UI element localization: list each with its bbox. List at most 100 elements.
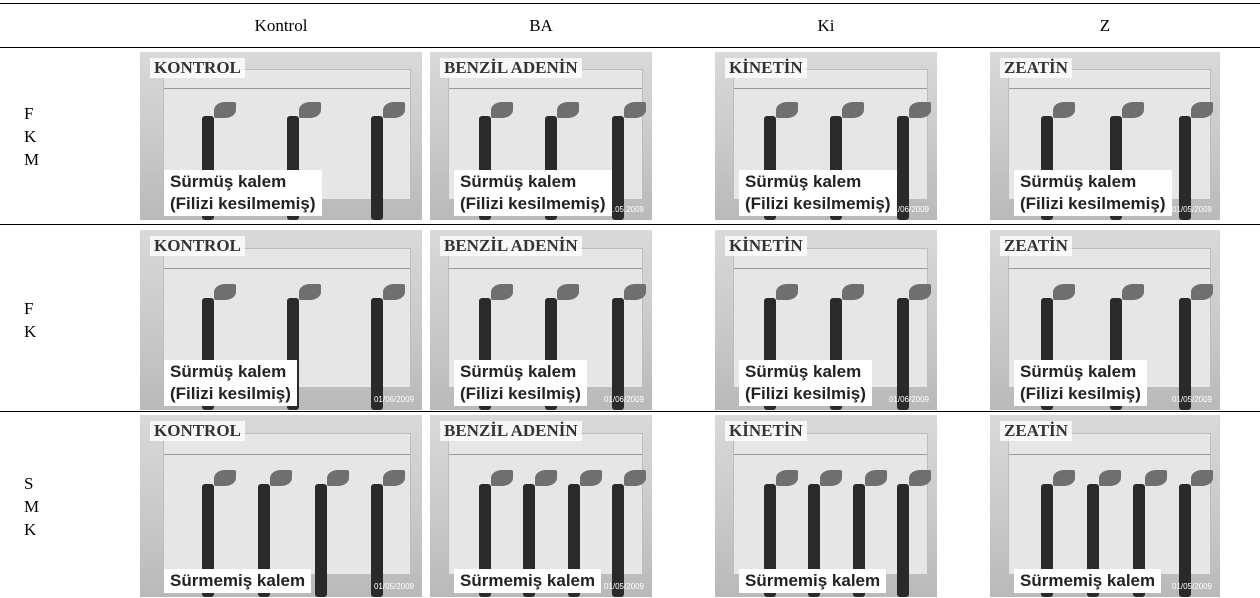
- leaf: [1098, 469, 1121, 486]
- caption-line: Sürmemiş kalem: [745, 571, 881, 590]
- photo-caption: Sürmüş kalem (Filizi kesilmiş): [1014, 360, 1147, 406]
- photo: ZEATİN Sürmemiş kalem 01/05/2009: [990, 415, 1220, 597]
- leaf: [383, 469, 406, 486]
- cutting: [314, 484, 327, 597]
- photo-date: 01/05/2009: [1171, 582, 1212, 591]
- caption-line: (Filizi kesilmemiş): [460, 194, 606, 213]
- row-label-line: F: [24, 299, 34, 318]
- caption-line: (Filizi kesilmemiş): [170, 194, 316, 213]
- cutting: [523, 484, 536, 597]
- leaf: [909, 284, 932, 300]
- cutting: [1178, 115, 1191, 220]
- leaf: [535, 469, 558, 486]
- photo-caption: Sürmemiş kalem: [454, 569, 602, 593]
- leaf: [579, 469, 602, 486]
- leaf: [383, 102, 406, 119]
- row-label-line: F: [24, 103, 34, 123]
- caption-line: Sürmüş kalem: [460, 172, 577, 191]
- caption-line: (Filizi kesilmiş): [745, 384, 866, 403]
- leaf: [557, 284, 580, 300]
- cutting: [612, 115, 625, 220]
- leaf: [557, 102, 580, 119]
- row-rule: [0, 411, 1260, 412]
- leaf: [1121, 284, 1144, 300]
- caption-line: Sürmemiş kalem: [1020, 571, 1156, 590]
- cutting: [1132, 484, 1145, 597]
- photo-caption: Sürmüş kalem (Filizi kesilmiş): [454, 360, 587, 406]
- photo: KONTROL Sürmüş kalem (Filizi kesilmiş) 01/0…: [140, 230, 422, 410]
- caption-line: Sürmüş kalem: [460, 362, 577, 381]
- caption-line: (Filizi kesilmemiş): [745, 194, 891, 213]
- column-header: Kontrol: [254, 16, 308, 35]
- photo: BENZİL ADENİN Sürmemiş kalem 01/05/2009: [430, 415, 652, 597]
- cutting: [897, 484, 910, 597]
- photo-sign: ZEATİN: [1000, 421, 1072, 441]
- leaf: [490, 469, 513, 486]
- photo-sign: BENZİL ADENİN: [440, 236, 582, 256]
- leaf: [214, 102, 237, 119]
- leaf: [214, 284, 237, 300]
- photo-date: 31.05.2009: [603, 205, 644, 214]
- row-rule: [0, 224, 1260, 225]
- cutting: [1178, 298, 1191, 410]
- caption-line: Sürmüş kalem: [170, 172, 287, 191]
- caption-line: Sürmüş kalem: [170, 362, 287, 381]
- cutting: [612, 484, 625, 597]
- leaf: [864, 469, 887, 486]
- leaf: [842, 102, 865, 119]
- cutting: [852, 484, 865, 597]
- column-header: Z: [1099, 16, 1111, 35]
- photo: BENZİL ADENİN Sürmüş kalem (Filizi kesilme…: [430, 52, 652, 220]
- photo-date: 01/06/2009: [888, 395, 929, 404]
- cutting: [763, 484, 776, 597]
- photo-caption: Sürmüş kalem (Filizi kesilmiş): [164, 360, 297, 406]
- photo-date: 01/06/2009: [373, 395, 414, 404]
- cutting: [808, 484, 821, 597]
- column-header: BA: [529, 16, 553, 35]
- photo-sign: ZEATİN: [1000, 236, 1072, 256]
- photo-caption: Sürmemiş kalem: [164, 569, 312, 593]
- caption-line: (Filizi kesilmiş): [460, 384, 581, 403]
- leaf: [1190, 469, 1213, 486]
- cutting: [567, 484, 580, 597]
- photo: BENZİL ADENİN Sürmüş kalem (Filizi kesilmi…: [430, 230, 652, 410]
- row-label-line: M: [24, 496, 40, 516]
- header-rule: [0, 47, 1260, 48]
- caption-line: Sürmüş kalem: [745, 172, 862, 191]
- leaf: [909, 102, 932, 119]
- leaf: [490, 284, 513, 300]
- caption-line: Sürmüş kalem: [745, 362, 862, 381]
- row-label-line: K: [24, 519, 37, 539]
- leaf: [270, 469, 293, 486]
- leaf: [298, 284, 321, 300]
- cutting: [371, 115, 384, 220]
- photo-caption: Sürmüş kalem (Filizi kesilmemiş): [454, 170, 612, 216]
- cutting: [371, 484, 384, 597]
- photo-date: 01/05/2009: [603, 582, 644, 591]
- photo-sign: BENZİL ADENİN: [440, 58, 582, 78]
- photo-sign: ZEATİN: [1000, 58, 1072, 78]
- leaf: [1190, 284, 1213, 300]
- leaf: [775, 469, 798, 486]
- cutting: [612, 298, 625, 410]
- caption-line: (Filizi kesilmemiş): [1020, 194, 1166, 213]
- photo-caption: Sürmemiş kalem: [1014, 569, 1162, 593]
- photo-caption: Sürmüş kalem (Filizi kesilmiş): [739, 360, 872, 406]
- row-label-line: M: [24, 149, 40, 169]
- photo-sign: KİNETİN: [725, 421, 807, 441]
- photo-date: 01/05/2009: [1171, 395, 1212, 404]
- photo: ZEATİN Sürmüş kalem (Filizi kesilmiş) 01/05…: [990, 230, 1220, 410]
- leaf: [298, 102, 321, 119]
- leaf: [775, 102, 798, 119]
- leaf: [1052, 284, 1075, 300]
- photo-sign: KONTROL: [150, 58, 245, 78]
- caption-line: (Filizi kesilmiş): [1020, 384, 1141, 403]
- photo-caption: Sürmemiş kalem: [739, 569, 887, 593]
- cutting: [897, 298, 910, 410]
- cutting: [1178, 484, 1191, 597]
- photo: KİNETİN Sürmemiş kalem: [715, 415, 937, 597]
- photo: KİNETİN Sürmüş kalem (Filizi kesilmemiş) 01…: [715, 52, 937, 220]
